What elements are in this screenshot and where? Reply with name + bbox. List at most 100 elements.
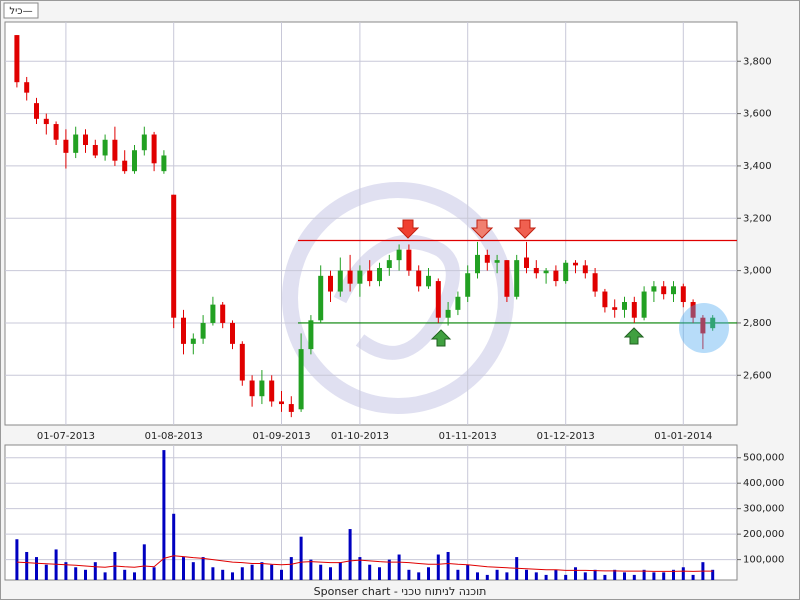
candle-body — [641, 291, 647, 318]
candle-body — [132, 150, 137, 172]
volume-bar — [417, 572, 421, 580]
candle-body — [543, 270, 549, 274]
volume-bar — [162, 450, 166, 580]
candle-body — [651, 286, 657, 292]
volume-bar — [672, 569, 675, 580]
volume-bar — [182, 557, 185, 580]
candle-body — [514, 260, 520, 297]
candle-body — [269, 380, 275, 402]
candle-body — [622, 302, 627, 310]
candle-body — [210, 304, 216, 323]
buy-arrow — [623, 327, 645, 345]
volume-bar — [299, 536, 303, 580]
candle-body — [592, 273, 598, 292]
volume-bar — [397, 554, 401, 580]
volume-bar — [133, 572, 136, 580]
volume-bar — [368, 564, 372, 580]
volume-bar — [172, 513, 176, 580]
volume-bar — [446, 551, 450, 580]
candle-body — [700, 317, 706, 334]
candle-body — [357, 270, 363, 284]
volume-bar — [338, 562, 342, 580]
volume-bar — [436, 554, 440, 580]
volume-bar — [603, 574, 607, 580]
volume-bar — [544, 574, 548, 580]
volume-bar — [583, 572, 587, 580]
candle-body — [690, 302, 696, 318]
volume-bar — [15, 539, 19, 580]
candle-body — [445, 309, 451, 318]
candle-body — [83, 134, 88, 145]
candle-body — [710, 317, 716, 329]
candle-body — [533, 267, 539, 274]
y-tick-label: 100,000 — [743, 555, 784, 566]
sell-arrow — [396, 219, 420, 239]
candle-body — [465, 273, 471, 297]
volume-bar — [534, 572, 538, 580]
volume-bar — [319, 564, 323, 580]
candle-body — [190, 338, 196, 344]
volume-bar — [103, 572, 107, 580]
x-tick-label: 01-11-2013 — [439, 431, 497, 442]
candle-body — [112, 139, 118, 161]
candle-body — [151, 134, 157, 164]
volume-bar — [260, 562, 264, 580]
x-tick-label: 01-01-2014 — [654, 431, 712, 442]
candle-body — [455, 296, 461, 310]
volume-bar — [142, 544, 146, 580]
volume-bar — [123, 569, 127, 580]
candle-body — [484, 254, 490, 263]
y-tick-label: 400,000 — [743, 478, 784, 489]
volume-bar — [84, 569, 87, 580]
candle-body — [259, 380, 265, 397]
candle-body — [475, 254, 480, 274]
volume-bar — [652, 572, 656, 580]
candle-body — [494, 260, 500, 263]
volume-bar — [456, 569, 460, 580]
volume-bar — [152, 567, 156, 580]
candle-body — [279, 401, 284, 405]
volume-bar — [35, 557, 38, 580]
candle-body — [435, 281, 441, 318]
volume-bar — [240, 567, 244, 580]
candle-body — [602, 291, 608, 308]
candle-body — [524, 257, 529, 268]
markers — [396, 219, 729, 353]
volume-bar — [191, 562, 195, 580]
y-tick-label: 3,800 — [743, 56, 772, 67]
y-tick-label: 300,000 — [743, 504, 784, 515]
candle-body — [328, 275, 333, 292]
candle-body — [92, 144, 98, 156]
volume-bar — [642, 569, 646, 580]
y-tick-label: 2,800 — [743, 318, 772, 329]
volume-bar — [525, 569, 528, 580]
volume-bar — [25, 551, 29, 580]
candle-body — [318, 275, 324, 321]
candle-body — [141, 134, 147, 151]
candle-body — [553, 270, 559, 282]
volume-bar — [691, 574, 695, 580]
y-tick-label: 200,000 — [743, 529, 784, 540]
candle-body — [122, 160, 128, 172]
symbol-button[interactable] — [3, 2, 39, 19]
price-panel — [4, 21, 738, 426]
volume-bar — [64, 562, 68, 580]
volume-bar — [554, 569, 558, 580]
volume-bar — [329, 567, 332, 580]
volume-bar — [623, 572, 626, 580]
candle-body — [661, 286, 667, 295]
candle-body — [367, 270, 373, 282]
candle-body — [582, 265, 588, 274]
candle-body — [337, 270, 343, 292]
volume-bar — [309, 559, 313, 580]
candle-body — [426, 275, 431, 287]
volume-bar — [495, 569, 499, 580]
x-tick-label: 01-10-2013 — [331, 431, 389, 442]
sell-arrow — [513, 219, 537, 239]
candle-body — [416, 270, 422, 287]
volume-bar — [485, 574, 489, 580]
volume-bar — [593, 569, 597, 580]
candle-body — [171, 194, 177, 318]
y-tick-label: 3,400 — [743, 161, 772, 172]
volume-bar — [564, 574, 568, 580]
